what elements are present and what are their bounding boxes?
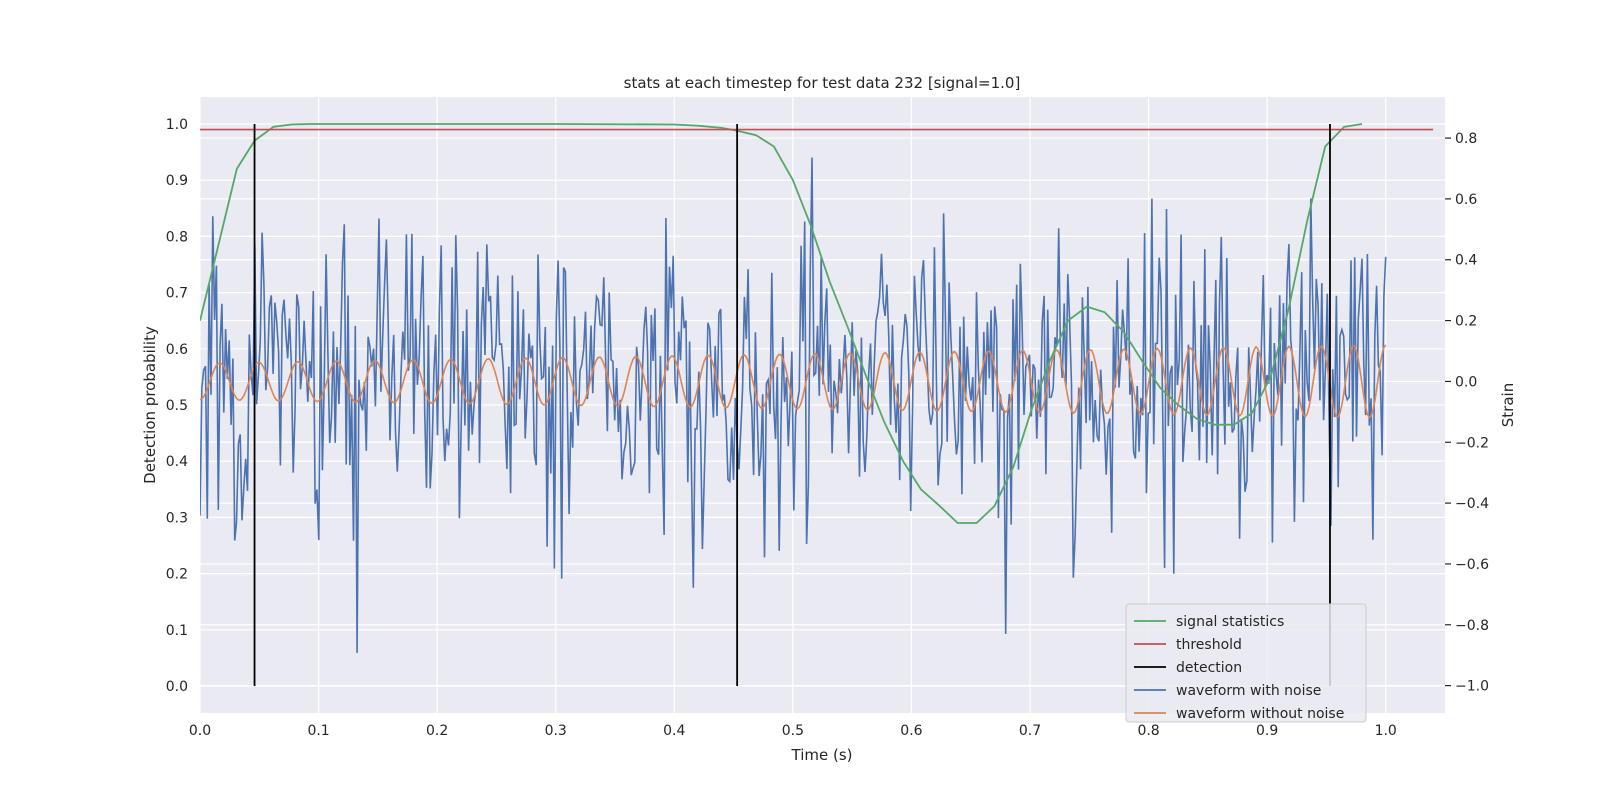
x-tick-label: 0.4 — [663, 723, 685, 739]
y2-tick-label: −0.8 — [1455, 618, 1489, 634]
y2-tick-label: 0.2 — [1455, 314, 1477, 330]
x-tick-labels: 0.0 0.1 0.2 0.3 0.4 0.5 0.6 0.7 0.8 0.9 1.0 — [189, 723, 1397, 739]
series-line-waveform-without-noise — [200, 344, 1387, 419]
y2-tick-label: −0.6 — [1455, 557, 1489, 573]
series-line-signal-statistics — [200, 123, 1363, 524]
y-tick-label: 1.0 — [166, 117, 188, 133]
y2-tick-labels: −1.0 −0.8 −0.6 −0.4 −0.2 0.0 0.2 0.4 0.6 0.8 — [1445, 131, 1489, 695]
y-tick-label: 0.1 — [166, 623, 188, 639]
legend: signal statistics threshold detection wavef… — [1125, 603, 1367, 723]
y2-tick-label: −0.2 — [1455, 435, 1489, 451]
y2-tick-label: 0.6 — [1455, 192, 1477, 208]
y2-tick-label: 0.0 — [1455, 374, 1477, 390]
legend-entry-label: threshold — [1176, 637, 1242, 653]
x-tick-label: 0.1 — [307, 723, 329, 739]
x-tick-label: 1.0 — [1375, 723, 1397, 739]
x-tick-label: 0.6 — [900, 723, 922, 739]
y-tick-labels: 0.0 0.1 0.2 0.3 0.4 0.5 0.6 0.7 0.8 0.9 1.0 — [166, 117, 188, 695]
y-tick-label: 0.3 — [166, 510, 188, 526]
legend-entry-label: waveform with noise — [1176, 683, 1321, 699]
y2-axis-label: Strain — [1499, 383, 1517, 427]
y-tick-label: 0.6 — [166, 342, 188, 358]
x-tick-label: 0.7 — [1019, 723, 1041, 739]
x-tick-label: 0.0 — [189, 723, 211, 739]
x-axis-label: Time (s) — [791, 746, 853, 764]
y2-tick-label: −0.4 — [1455, 496, 1489, 512]
chart-title: stats at each timestep for test data 232… — [624, 74, 1021, 92]
series-line-waveform-with-noise — [200, 157, 1387, 653]
y-tick-label: 0.2 — [166, 567, 188, 583]
y-axis-label: Detection probability — [141, 326, 159, 484]
y-tick-label: 0.8 — [166, 229, 188, 245]
x-tick-label: 0.9 — [1256, 723, 1278, 739]
y-tick-label: 0.9 — [166, 173, 188, 189]
y-tick-label: 0.7 — [166, 286, 188, 302]
legend-box — [1125, 603, 1367, 723]
x-tick-label: 0.8 — [1137, 723, 1159, 739]
y-tick-label: 0.5 — [166, 398, 188, 414]
y2-tick-label: 0.8 — [1455, 131, 1477, 147]
y2-tick-label: 0.4 — [1455, 253, 1477, 269]
legend-entry-label: detection — [1176, 660, 1242, 676]
x-tick-label: 0.3 — [545, 723, 567, 739]
y-tick-label: 0.0 — [166, 679, 188, 695]
x-tick-label: 0.2 — [426, 723, 448, 739]
x-tick-label: 0.5 — [782, 723, 804, 739]
y2-tick-label: −1.0 — [1455, 679, 1489, 695]
legend-entry-label: waveform without noise — [1176, 706, 1344, 722]
y-tick-label: 0.4 — [166, 454, 188, 470]
legend-entry-label: signal statistics — [1176, 614, 1284, 630]
